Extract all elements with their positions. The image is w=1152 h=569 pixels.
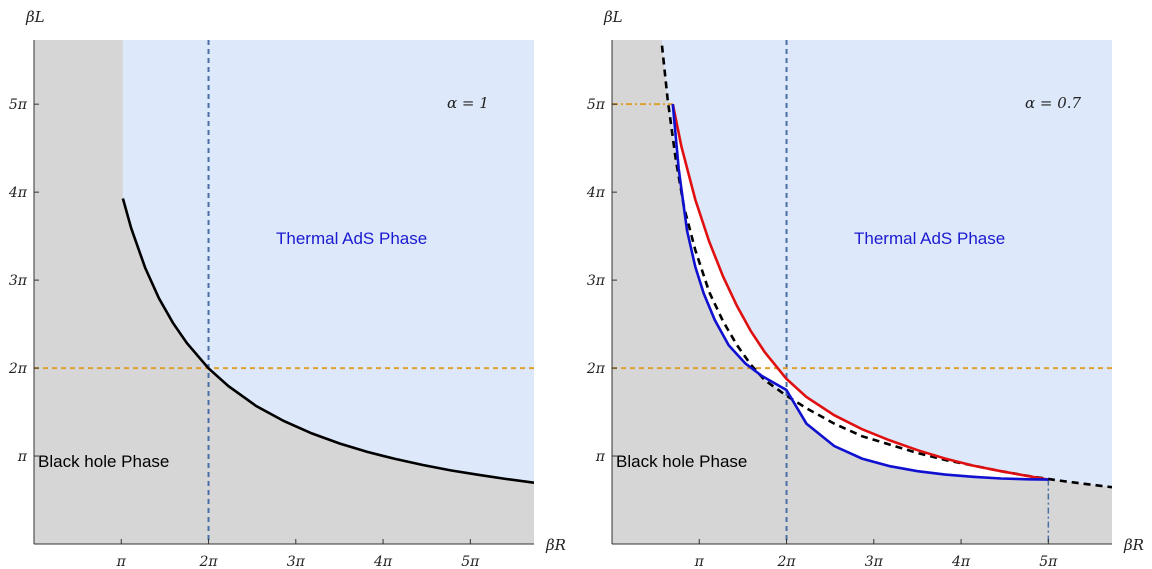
panel-left: π 2π 3π 4π 5π π 2π 3π 4π 5π βL βR α = 1 Thermal AdS P… — [8, 8, 566, 569]
y-tick-label: 5π — [587, 97, 606, 113]
plot-area — [34, 40, 534, 544]
red-curve — [671, 103, 1049, 481]
x-tick-label: 3π — [865, 554, 884, 569]
blue-curve — [671, 103, 1049, 481]
y-axis-label: βL — [603, 8, 623, 26]
x-tick-label: π — [694, 554, 705, 569]
alpha-annotation: α = 1 — [447, 94, 489, 112]
plot-area — [612, 40, 1112, 544]
y-tick-label: 5π — [9, 97, 28, 113]
black-hole-label: Black hole Phase — [616, 452, 747, 471]
thermal-ads-label: Thermal AdS Phase — [276, 229, 427, 248]
x-axis-label: βR — [545, 536, 566, 554]
panel-right: π 2π 3π 4π 5π π 2π 3π 4π 5π βL βR α = 0.7 Thermal AdS… — [586, 8, 1144, 569]
y-tick-label: 2π — [8, 361, 28, 377]
y-tick-label: 4π — [586, 185, 606, 201]
y-axis-label: βL — [25, 8, 45, 26]
x-tick-label: 2π — [198, 554, 218, 569]
y-tick-label: π — [595, 449, 606, 465]
y-tick-label: 4π — [8, 185, 28, 201]
phase-boundary-curve — [121, 198, 534, 484]
x-tick-label: 5π — [1039, 554, 1058, 569]
x-tick-label: 4π — [373, 554, 393, 569]
x-tick-label: 4π — [951, 554, 971, 569]
x-tick-label: 3π — [287, 554, 306, 569]
y-tick-label: 2π — [586, 361, 606, 377]
x-tick-label: π — [116, 554, 127, 569]
x-tick-label: 5π — [461, 554, 480, 569]
black-hole-region — [34, 40, 534, 544]
thermal-ads-label: Thermal AdS Phase — [854, 229, 1005, 248]
y-tick-label: 3π — [9, 273, 28, 289]
alpha-annotation: α = 0.7 — [1025, 94, 1082, 112]
dashed-boundary-curve — [660, 45, 1112, 489]
x-tick-label: 2π — [776, 554, 796, 569]
y-tick-label: 3π — [587, 273, 606, 289]
x-axis-label: βR — [1123, 536, 1144, 554]
black-hole-region — [612, 40, 1112, 544]
black-hole-label: Black hole Phase — [38, 452, 169, 471]
y-tick-label: π — [17, 449, 28, 465]
